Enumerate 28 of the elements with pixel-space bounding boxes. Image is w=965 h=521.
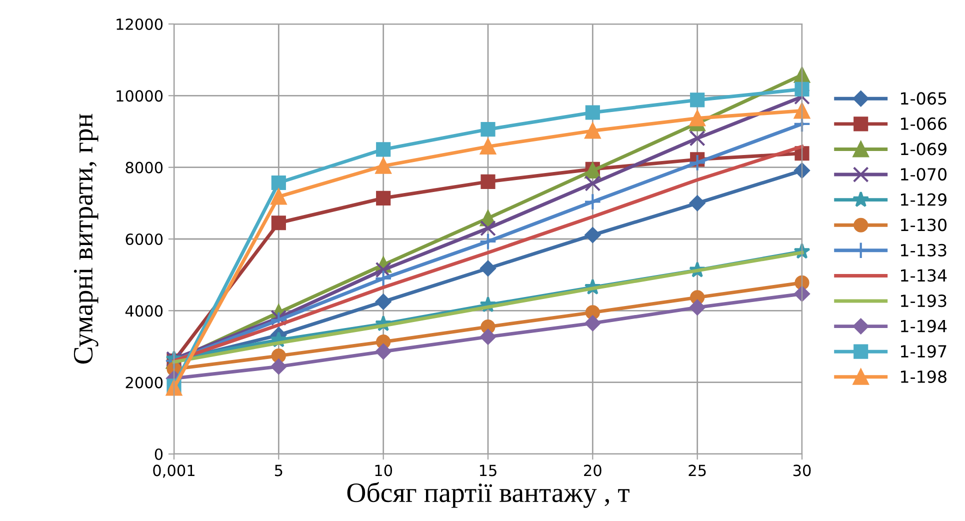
legend-label: 1-130 xyxy=(901,218,946,232)
x-tick-label: 20 xyxy=(584,464,602,476)
legend-label: 1-134 xyxy=(901,269,947,282)
legend-label: 1-193 xyxy=(901,294,946,308)
legend-label: 1-194 xyxy=(901,320,947,332)
y-tick-label: 6000 xyxy=(126,233,163,246)
y-tick-label: 2000 xyxy=(126,376,163,388)
legend-label: 1-066 xyxy=(901,117,947,130)
x-tick-label: 15 xyxy=(480,464,496,476)
y-tick-label: 4000 xyxy=(125,305,163,317)
legend-label: 1-065 xyxy=(901,92,946,105)
legend-label: 1-133 xyxy=(901,244,946,256)
y-tick-label: 8000 xyxy=(126,162,163,174)
y-tick-label: 10000 xyxy=(116,90,163,102)
legend-label: 1-070 xyxy=(901,168,946,181)
legend-label: 1-197 xyxy=(901,345,946,358)
legend-label: 1-129 xyxy=(901,193,946,206)
x-tick-label: 30 xyxy=(793,464,811,476)
x-tick-label: 0,001 xyxy=(153,464,194,478)
x-tick-label: 5 xyxy=(274,464,282,476)
x-axis-title: Обсяг партії вантажу , т xyxy=(347,482,630,508)
y-tick-label: 12000 xyxy=(116,18,163,30)
y-tick-label: 0 xyxy=(154,448,163,460)
legend-label: 1-198 xyxy=(901,370,946,383)
x-tick-label: 25 xyxy=(688,464,706,476)
x-tick-label: 10 xyxy=(375,464,392,476)
y-axis-title: Сумарні витрати, грн xyxy=(74,114,98,364)
legend-label: 1-069 xyxy=(901,142,946,156)
